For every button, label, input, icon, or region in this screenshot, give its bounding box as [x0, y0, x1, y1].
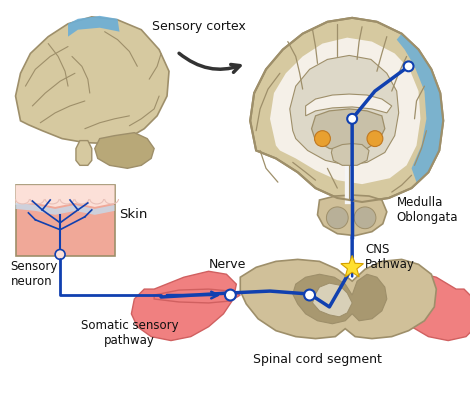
Circle shape	[315, 131, 330, 146]
Text: Medulla
Oblongata: Medulla Oblongata	[397, 196, 458, 224]
Polygon shape	[331, 144, 369, 165]
Polygon shape	[76, 140, 92, 165]
Polygon shape	[306, 94, 392, 116]
Circle shape	[354, 207, 376, 229]
Polygon shape	[290, 55, 399, 165]
Polygon shape	[16, 203, 115, 215]
Polygon shape	[387, 271, 474, 341]
Polygon shape	[312, 283, 352, 317]
Circle shape	[367, 131, 383, 146]
Text: Sensory cortex: Sensory cortex	[152, 20, 246, 33]
Circle shape	[327, 207, 348, 229]
Polygon shape	[95, 133, 154, 168]
Circle shape	[347, 114, 357, 124]
Polygon shape	[270, 38, 420, 184]
Text: Nerve: Nerve	[209, 258, 246, 271]
Polygon shape	[16, 185, 115, 207]
Circle shape	[225, 290, 236, 300]
Polygon shape	[318, 195, 387, 236]
Text: Skin: Skin	[119, 208, 148, 221]
Text: Somatic sensory
pathway: Somatic sensory pathway	[81, 319, 178, 347]
Polygon shape	[341, 256, 364, 277]
Text: Sensory
neuron: Sensory neuron	[10, 260, 58, 288]
Polygon shape	[68, 16, 119, 37]
Polygon shape	[131, 271, 237, 341]
Polygon shape	[250, 18, 443, 202]
Text: CNS
Pathway: CNS Pathway	[365, 244, 415, 271]
Circle shape	[55, 250, 65, 259]
Polygon shape	[293, 274, 387, 324]
Text: Spinal cord segment: Spinal cord segment	[253, 353, 382, 367]
Polygon shape	[240, 259, 436, 339]
Polygon shape	[16, 17, 169, 144]
Circle shape	[404, 61, 413, 71]
Polygon shape	[397, 34, 443, 182]
Polygon shape	[311, 109, 385, 150]
Polygon shape	[154, 289, 240, 303]
Circle shape	[304, 290, 315, 300]
FancyBboxPatch shape	[16, 185, 115, 256]
